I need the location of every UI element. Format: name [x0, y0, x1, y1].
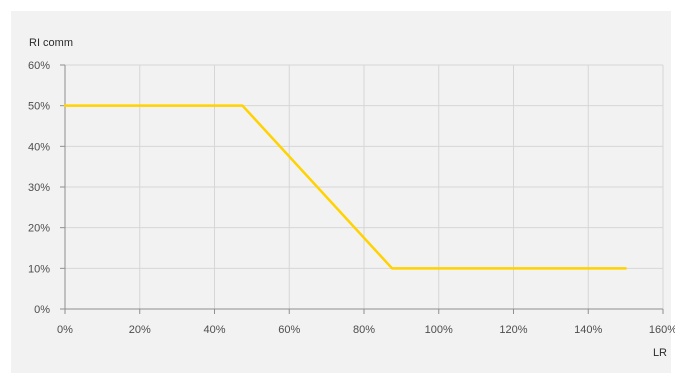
x-tick-label: 100%	[425, 324, 453, 336]
x-tick-label: 0%	[57, 324, 73, 336]
x-tick-label: 120%	[499, 324, 527, 336]
x-tick-label: 80%	[353, 324, 375, 336]
y-tick-label: 50%	[28, 101, 50, 113]
y-tick-label: 10%	[28, 263, 50, 275]
x-tick-label: 160%	[649, 324, 675, 336]
grid-layer	[64, 64, 664, 310]
y-tick-label: 30%	[28, 182, 50, 194]
x-tick-label: 20%	[129, 324, 151, 336]
y-tick-label: 40%	[28, 141, 50, 153]
y-axis-title: RI comm	[29, 37, 73, 49]
x-axis-title: LR	[653, 347, 667, 359]
x-tick-label: 60%	[278, 324, 300, 336]
x-tick-label: 140%	[574, 324, 602, 336]
chart-background	[11, 11, 671, 373]
axis-layer: 0% 20% 40% 60% 80% 100% 120% 140% 160% 0% 10% 20% 30…	[28, 60, 675, 336]
series-line	[63, 104, 627, 270]
x-tick-label: 40%	[203, 324, 225, 336]
y-tick-label: 0%	[34, 304, 50, 316]
y-tick-label: 60%	[28, 60, 50, 72]
series-layer	[63, 104, 627, 270]
y-tick-label: 20%	[28, 223, 50, 235]
